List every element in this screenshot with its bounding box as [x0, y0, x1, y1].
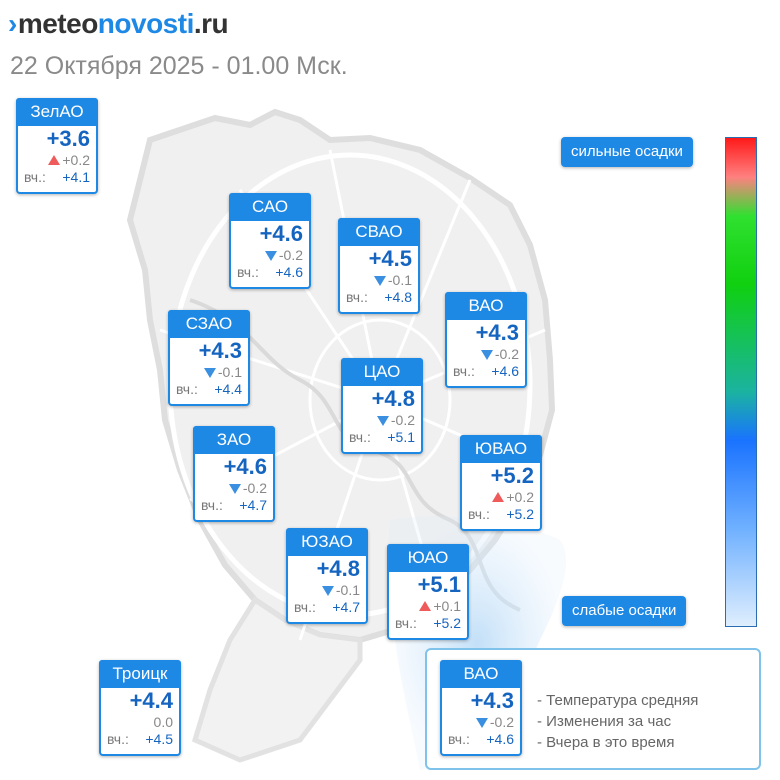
site-logo[interactable]: ›meteonovosti.ru [8, 8, 229, 40]
temperature-value: +4.5 [368, 246, 412, 271]
temperature-value: +4.8 [316, 556, 360, 581]
temperature-value: +4.4 [129, 688, 173, 713]
district-name: ЗАО [193, 426, 275, 454]
yesterday-row: вч.: +4.4 [176, 381, 242, 397]
trend-up-icon [492, 492, 505, 502]
trend-down-icon [373, 276, 386, 286]
hourly-change: +0.2 [462, 489, 540, 505]
ttk-ring [308, 318, 452, 482]
temperature-value: +5.2 [490, 463, 534, 488]
district-name: СЗАО [168, 310, 250, 338]
yesterday-row: вч.: +4.5 [107, 731, 173, 747]
legend-line-temperature: - Температура средняя [537, 692, 699, 709]
district-card-yuzao[interactable]: ЮЗАО +4.8 -0.1 вч.: +4.7 [286, 528, 368, 624]
temperature-value: +4.3 [475, 320, 519, 345]
district-card-vao[interactable]: ВАО +4.3 -0.2 вч.: +4.6 [445, 292, 527, 388]
logo-part-3: .ru [193, 8, 229, 39]
hourly-change: +0.2 [18, 152, 96, 168]
legend-descriptions: - Температура средняя - Изменения за час… [537, 690, 698, 753]
temperature-value: +4.8 [371, 386, 415, 411]
hourly-change: -0.1 [170, 364, 248, 380]
trend-down-icon [475, 718, 488, 728]
hourly-change: -0.2 [343, 412, 421, 428]
district-card-zelao[interactable]: ЗелАО +3.6 +0.2 вч.: +4.1 [16, 98, 98, 194]
district-name: САО [229, 193, 311, 221]
district-card-zao[interactable]: ЗАО +4.6 -0.2 вч.: +4.7 [193, 426, 275, 522]
trend-down-icon [203, 368, 216, 378]
legend-box: ВАО +4.3 -0.2 вч.: +4.6 - Температура сре… [425, 648, 761, 770]
yesterday-row: вч.: +4.8 [346, 289, 412, 305]
yesterday-row: вч.: +5.1 [349, 429, 415, 445]
district-card-tsao[interactable]: ЦАО +4.8 -0.2 вч.: +5.1 [341, 358, 423, 454]
hourly-change: -0.2 [442, 714, 520, 730]
district-card-yuao[interactable]: ЮАО +5.1 +0.1 вч.: +5.2 [387, 544, 469, 640]
precipitation-scale [725, 137, 757, 627]
temperature-value: +4.6 [259, 221, 303, 246]
scale-label-light: слабые осадки [562, 596, 687, 626]
yesterday-row: вч.: +4.7 [294, 599, 360, 615]
temperature-value: +4.3 [470, 688, 514, 713]
trend-up-icon [48, 155, 61, 165]
yesterday-row: вч.: +4.1 [24, 169, 90, 185]
temperature-value: +4.6 [223, 454, 267, 479]
timestamp: 22 Октября 2025 - 01.00 Мск. [10, 52, 348, 80]
temperature-value: +3.6 [46, 126, 90, 151]
district-card-yuvao[interactable]: ЮВАО +5.2 +0.2 вч.: +5.2 [460, 435, 542, 531]
logo-part-1: meteo [17, 8, 98, 39]
district-name: ВАО [445, 292, 527, 320]
hourly-change: -0.2 [231, 247, 309, 263]
hourly-change: -0.2 [447, 346, 525, 362]
hourly-change: -0.2 [195, 480, 273, 496]
logo-mark: › [8, 8, 17, 39]
district-name: ЗелАО [16, 98, 98, 126]
legend-line-change: - Изменения за час [537, 713, 672, 730]
yesterday-row: вч.: +4.6 [448, 731, 514, 747]
yesterday-row: вч.: +4.6 [453, 363, 519, 379]
district-card-troitsk[interactable]: Троицк +4.4 0.0 вч.: +4.5 [99, 660, 181, 756]
district-name: ВАО [440, 660, 522, 688]
scale-label-heavy: сильные осадки [561, 137, 693, 167]
temperature-value: +4.3 [198, 338, 242, 363]
district-card-svao[interactable]: СВАО +4.5 -0.1 вч.: +4.8 [338, 218, 420, 314]
district-card-sao[interactable]: САО +4.6 -0.2 вч.: +4.6 [229, 193, 311, 289]
hourly-change: +0.1 [389, 598, 467, 614]
legend-line-yesterday: - Вчера в это время [537, 734, 675, 751]
district-name: ЮАО [387, 544, 469, 572]
district-name: ЮЗАО [286, 528, 368, 556]
legend-sample-card: ВАО +4.3 -0.2 вч.: +4.6 [440, 660, 522, 756]
yesterday-row: вч.: +5.2 [395, 615, 461, 631]
yesterday-row: вч.: +4.6 [237, 264, 303, 280]
yesterday-row: вч.: +5.2 [468, 506, 534, 522]
hourly-change: -0.1 [340, 272, 418, 288]
trend-up-icon [419, 601, 432, 611]
trend-down-icon [264, 251, 277, 261]
district-name: Троицк [99, 660, 181, 688]
district-name: ЮВАО [460, 435, 542, 463]
logo-part-2: novosti [97, 8, 195, 39]
trend-down-icon [321, 586, 334, 596]
yesterday-row: вч.: +4.7 [201, 497, 267, 513]
hourly-change: 0.0 [153, 714, 173, 730]
district-name: СВАО [338, 218, 420, 246]
trend-down-icon [228, 484, 241, 494]
trend-down-icon [480, 350, 493, 360]
temperature-value: +5.1 [417, 572, 461, 597]
district-card-szao[interactable]: СЗАО +4.3 -0.1 вч.: +4.4 [168, 310, 250, 406]
district-name: ЦАО [341, 358, 423, 386]
hourly-change: -0.1 [288, 582, 366, 598]
trend-down-icon [376, 416, 389, 426]
new-moscow-area [191, 596, 363, 763]
